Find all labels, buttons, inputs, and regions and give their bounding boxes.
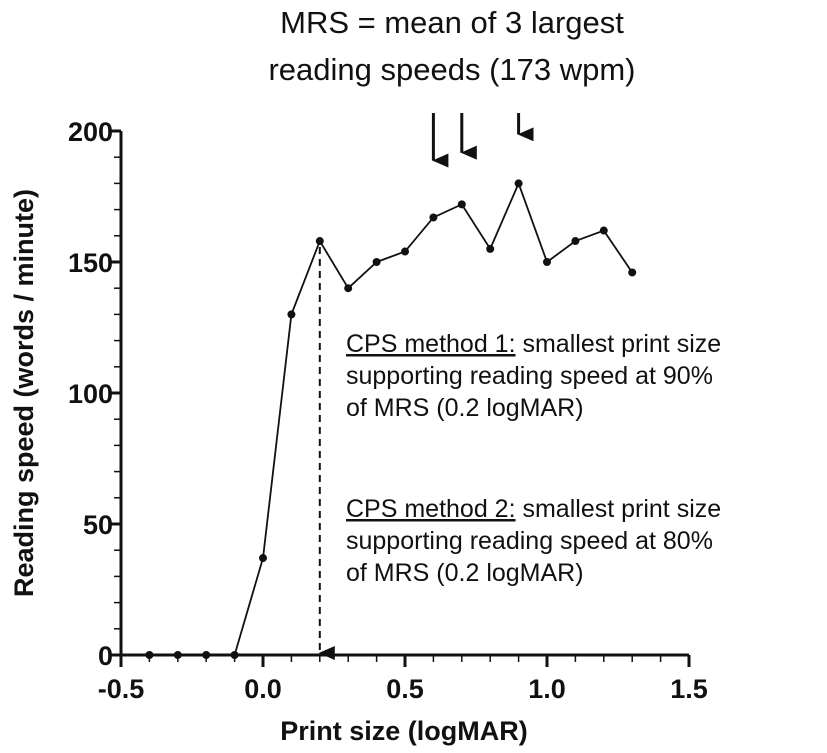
data-point [372,258,381,266]
y-axis-title: Reading speed (words / minute) [9,189,39,597]
annotation-2-line-1: smallest print size [516,495,722,523]
data-point [259,554,267,563]
data-point [287,310,296,319]
data-point [486,244,495,253]
data-point [145,651,154,659]
data-point [599,226,608,235]
annotation-1-line-3: of MRS (0.2 logMAR) [346,394,584,422]
annotation-1-heading: CPS method 1: [346,330,516,358]
y-tick-label: 0 [98,641,113,671]
data-point [543,258,551,266]
annotation-1-line-1: smallest print size [516,330,722,358]
data-point [202,651,211,659]
series-line [149,180,633,656]
x-tick-label: -0.5 [98,674,145,704]
chart-title-line-1: MRS = mean of 3 largest [280,5,624,40]
annotation-cps-method-1: CPS method 1: smallest print size suppor… [346,330,728,422]
y-tick-label: 100 [68,379,113,409]
data-point [173,651,182,659]
x-tick-label: 1.5 [670,674,708,704]
data-point [457,200,466,209]
annotation-1-line-2: supporting reading speed at 90% [346,362,713,390]
data-point [315,237,324,246]
data-point [344,284,353,293]
annotation-2-heading: CPS method 2: [346,495,516,523]
data-point [628,268,637,277]
chart-title-line-2: reading speeds (173 wpm) [268,52,635,87]
data-point [571,237,580,246]
data-point [429,213,438,222]
ticks: -0.5 0.0 0.5 1.0 1.5 0 50 100 150 200 [68,117,708,704]
y-tick-label: 200 [68,117,113,147]
data-point [401,247,409,256]
y-tick-label: 50 [83,510,113,540]
x-tick-label: 0.5 [386,674,424,704]
annotation-2-line-2: supporting reading speed at 80% [346,527,713,555]
y-tick-label: 150 [68,248,113,278]
x-tick-label: 1.0 [528,674,566,704]
data-point [514,179,523,188]
annotation-2-line-3: of MRS (0.2 logMAR) [346,559,584,587]
x-tick-label: 0.0 [244,674,282,704]
x-axis-title: Print size (logMAR) [280,716,528,746]
data-point [230,651,239,659]
annotation-cps-method-2: CPS method 2: smallest print size suppor… [346,495,728,587]
chart-marks [145,113,637,660]
